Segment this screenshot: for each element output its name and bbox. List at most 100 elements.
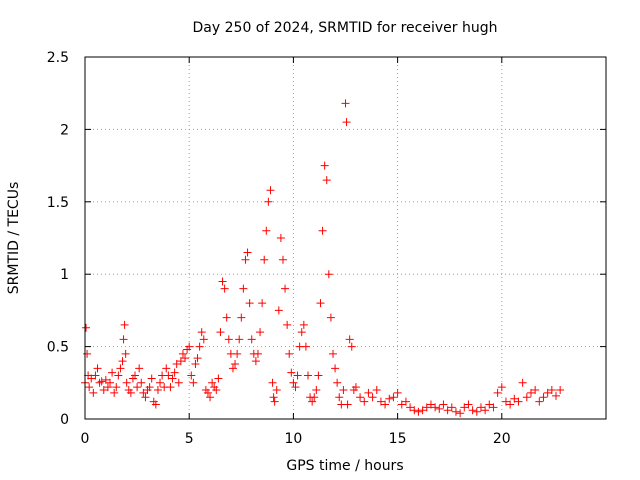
- data-point: [278, 255, 287, 264]
- data-point: [291, 383, 300, 392]
- data-point: [393, 388, 402, 397]
- data-point: [139, 388, 148, 397]
- data-point: [203, 388, 212, 397]
- data-point: [264, 197, 273, 206]
- data-point: [108, 368, 117, 377]
- data-point: [87, 374, 96, 383]
- data-point: [156, 378, 165, 387]
- data-point: [414, 407, 423, 416]
- data-point: [276, 234, 285, 242]
- data-point: [360, 397, 369, 406]
- data-point: [372, 386, 381, 395]
- data-point: [208, 378, 217, 387]
- data-point: [397, 400, 406, 409]
- data-point: [147, 374, 156, 383]
- x-tick-label: 15: [389, 431, 407, 447]
- data-point: [324, 270, 333, 279]
- data-point: [451, 407, 460, 416]
- data-point: [118, 357, 127, 366]
- data-point: [443, 406, 452, 415]
- data-point: [114, 371, 123, 380]
- x-tick-label: 5: [185, 431, 194, 447]
- y-tick-label: 2: [60, 122, 69, 138]
- data-point: [331, 364, 340, 373]
- data-point: [103, 383, 112, 392]
- data-point: [535, 397, 544, 406]
- data-point: [485, 400, 494, 409]
- data-point: [539, 393, 548, 402]
- data-point: [343, 400, 352, 409]
- y-tick-labels: 0 0.5 1 1.5 2 2.5: [47, 50, 69, 428]
- data-point: [237, 313, 246, 322]
- data-point: [168, 374, 177, 383]
- data-point: [172, 359, 181, 368]
- data-point: [191, 359, 200, 368]
- data-point: [110, 388, 119, 397]
- data-point: [333, 378, 342, 387]
- data-point: [506, 400, 515, 409]
- data-point: [347, 342, 356, 351]
- data-point: [178, 349, 187, 358]
- data-point: [464, 400, 473, 409]
- data-point: [212, 386, 221, 395]
- data-point: [368, 393, 377, 402]
- data-point: [303, 371, 312, 380]
- data-point: [269, 393, 278, 402]
- data-point: [326, 313, 335, 322]
- x-axis-label: GPS time / hours: [286, 458, 403, 474]
- data-point: [97, 377, 106, 386]
- data-point: [243, 248, 252, 257]
- data-point: [268, 378, 277, 387]
- data-point: [199, 335, 208, 344]
- data-point: [99, 386, 108, 395]
- data-point: [351, 383, 360, 392]
- x-tick-label: 0: [81, 431, 90, 447]
- data-point: [364, 388, 373, 397]
- data-point: [299, 320, 308, 329]
- data-point: [185, 342, 194, 351]
- data-point: [318, 226, 327, 235]
- data-point: [551, 391, 560, 400]
- data-point: [556, 386, 565, 395]
- data-point: [235, 335, 244, 344]
- data-point: [216, 328, 225, 337]
- data-point: [120, 320, 129, 329]
- data-point: [514, 397, 523, 406]
- x-tick-label: 10: [284, 431, 302, 447]
- data-point: [231, 359, 240, 368]
- data-point: [310, 393, 319, 402]
- data-point: [262, 226, 271, 235]
- data-point: [224, 335, 233, 344]
- data-point: [518, 378, 527, 387]
- data-point: [468, 406, 477, 415]
- data-point: [187, 371, 196, 380]
- data-point: [543, 388, 552, 397]
- data-point: [497, 383, 506, 392]
- data-point: [301, 342, 310, 351]
- data-point: [197, 328, 206, 337]
- data-point: [85, 383, 94, 392]
- data-point: [151, 400, 160, 409]
- data-point: [385, 394, 394, 403]
- x-tick-label: 20: [493, 431, 511, 447]
- data-point: [253, 349, 262, 358]
- data-point: [266, 186, 275, 195]
- data-point: [112, 383, 121, 392]
- data-point: [82, 323, 91, 332]
- data-point: [141, 393, 150, 402]
- data-point: [389, 393, 398, 402]
- chart-title: Day 250 of 2024, SRMTID for receiver hug…: [193, 20, 498, 36]
- data-point: [258, 299, 267, 308]
- data-point: [460, 403, 469, 412]
- data-point: [356, 393, 365, 402]
- data-point: [126, 388, 135, 397]
- axis-ticks: [84, 56, 606, 420]
- data-point: [193, 354, 202, 363]
- data-point: [422, 403, 431, 412]
- data-point: [289, 378, 298, 387]
- data-point: [241, 255, 250, 264]
- data-point: [335, 393, 344, 402]
- data-point: [316, 299, 325, 308]
- data-point: [247, 335, 256, 344]
- grid-lines: [85, 57, 606, 419]
